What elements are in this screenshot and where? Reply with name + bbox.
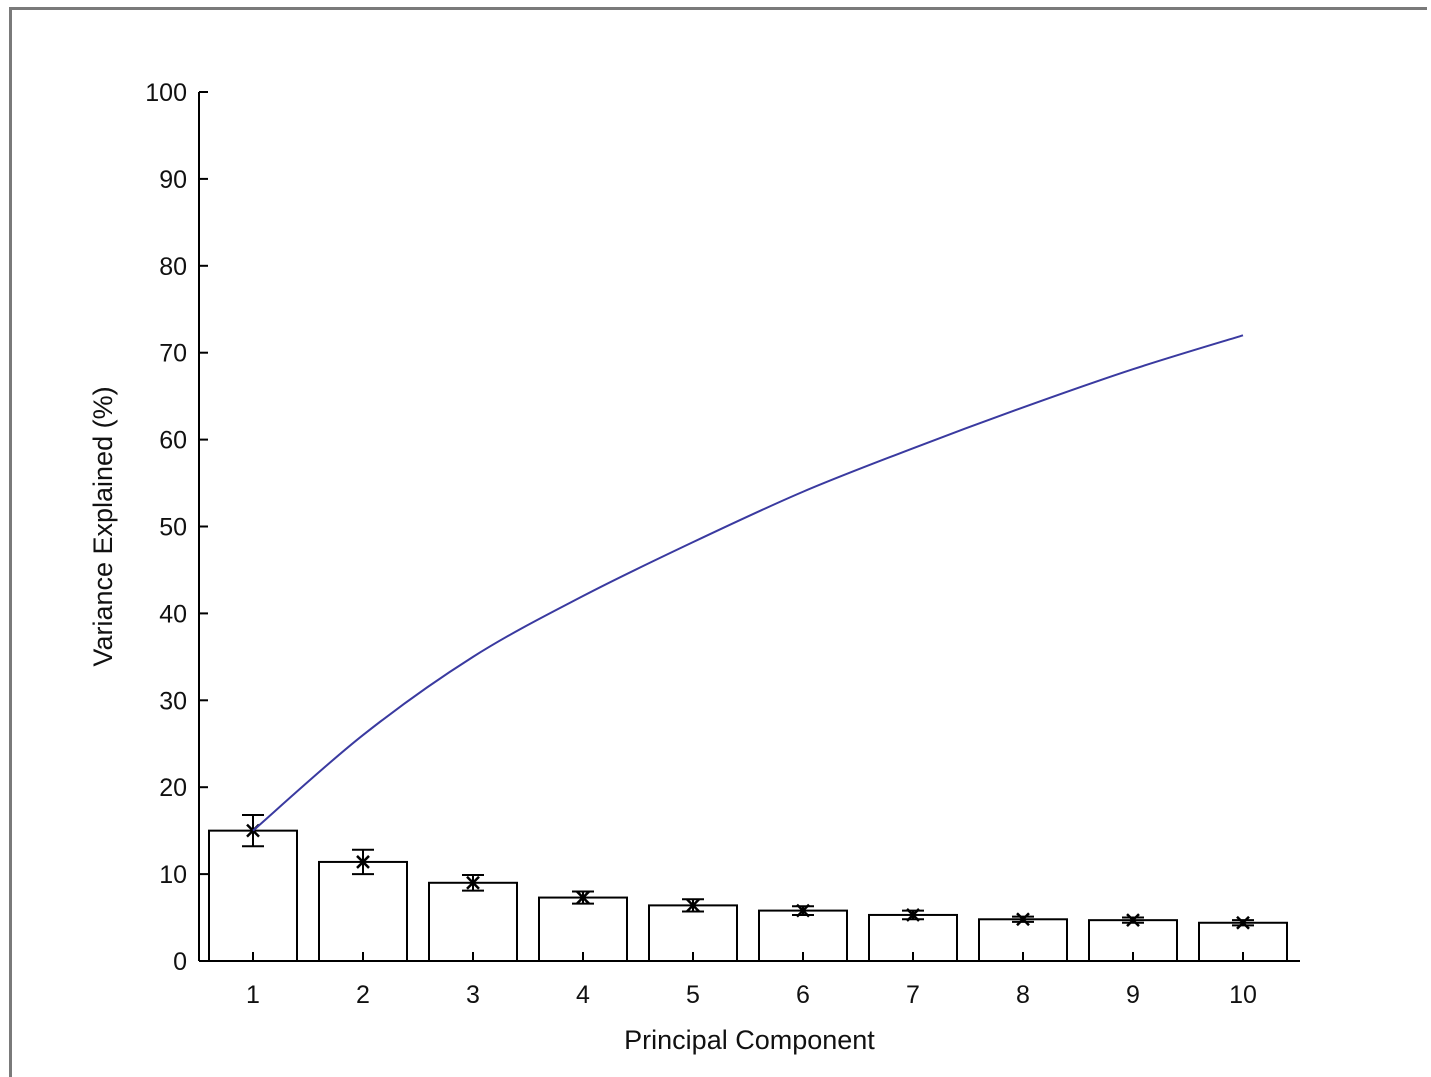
y-tick-label: 30 [159,687,187,715]
error-bar-pc-9 [1122,913,1144,928]
error-bar-pc-7 [902,908,924,922]
x-tick-label: 9 [1126,981,1140,1009]
mean-marker [466,875,480,890]
y-tick-label: 90 [159,166,187,194]
x-tick-label: 5 [686,981,700,1009]
y-tick-label: 10 [159,861,187,889]
error-bar-pc-4 [572,890,594,905]
x-tick-label: 3 [466,981,480,1009]
y-tick-label: 0 [173,948,187,976]
bar-pc-2 [318,860,408,963]
y-tick-label: 80 [159,253,187,281]
x-tick-label: 7 [906,981,920,1009]
y-ticks-group: 0 10 20 30 40 50 60 70 80 90 100 [145,79,208,976]
mean-marker [796,903,810,918]
mean-marker [1236,915,1250,930]
x-tick-label: 2 [356,981,370,1009]
x-tick-label: 4 [576,981,590,1009]
mean-marker [356,855,370,869]
x-tick-label: 1 [246,981,260,1009]
mean-marker [1016,912,1030,927]
cumulative-variance-line [252,334,1244,832]
x-tick-label: 8 [1016,981,1030,1009]
bars-group [208,829,1288,963]
axes-group [198,92,1300,962]
y-tick-label: 60 [159,427,187,455]
x-tick-label: 10 [1229,981,1257,1009]
x-tick-label: 6 [796,981,810,1009]
x-ticks-group: 1 2 3 4 5 6 7 8 9 10 [246,952,1257,1009]
mean-marker [1126,913,1140,928]
bar-pc-1 [208,829,298,963]
error-bar-pc-8 [1012,912,1034,927]
mean-marker [576,890,590,905]
y-tick-label: 100 [145,79,187,107]
mean-marker [906,908,920,922]
bar-pc-3 [428,881,518,962]
y-axis-label: Variance Explained (%) [88,386,118,666]
cumulative-line-group [252,334,1244,832]
error-bar-pc-2 [352,848,374,876]
bar-pc-4 [538,896,628,962]
y-tick-label: 40 [159,600,187,628]
y-tick-label: 70 [159,340,187,368]
error-bar-pc-6 [792,903,814,918]
error-bar-pc-5 [682,898,704,913]
error-bar-pc-10 [1232,915,1254,930]
mean-marker [686,898,700,913]
x-axis-label: Principal Component [624,1025,875,1055]
error-bar-pc-3 [462,873,484,892]
y-tick-label: 50 [159,514,187,542]
y-tick-label: 20 [159,774,187,802]
